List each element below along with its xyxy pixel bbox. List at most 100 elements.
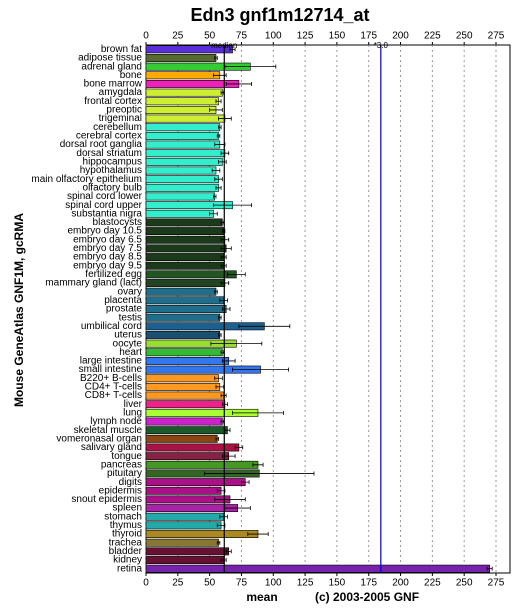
error-bar [216, 523, 226, 528]
category-label: bone [120, 70, 143, 81]
error-bar [219, 298, 228, 303]
credit: (c) 2003-2005 GNF [315, 590, 419, 604]
x-axis-label: mean [246, 590, 277, 604]
y-axis-label: Mouse GeneAtlas GNF1M, gcRMA [12, 213, 26, 407]
error-bar [220, 558, 227, 563]
x-tick-label: 50 [204, 578, 216, 589]
category-label: substantia nigra [71, 208, 142, 219]
error-bar [227, 272, 246, 277]
x-tick-label: 275 [488, 578, 505, 589]
bar [145, 331, 221, 339]
error-bar [221, 402, 228, 407]
bar [145, 209, 214, 218]
bar [145, 54, 217, 62]
error-bar [221, 307, 231, 311]
error-bar [220, 151, 230, 156]
bar [145, 443, 240, 452]
x-tick-label: 25 [172, 578, 184, 589]
error-bar [220, 237, 230, 242]
category-label: blastocysts [93, 217, 142, 228]
x-tick-label: 75 [236, 578, 248, 589]
error-bar [218, 315, 222, 320]
category-label: uterus [114, 330, 142, 341]
bar [145, 382, 221, 391]
error-bar [229, 47, 236, 52]
bar [145, 564, 490, 573]
bar [145, 287, 217, 296]
category-label: cerebral cortex [76, 131, 142, 142]
category-label: salivary gland [81, 442, 142, 453]
category-label: brown fat [101, 44, 142, 55]
category-label: vomeronasal organ [56, 433, 142, 444]
error-bar [216, 133, 221, 138]
x-tick-label: 175 [360, 31, 377, 42]
category-label: B220+ B-cells [80, 373, 142, 384]
bar [145, 253, 224, 262]
error-bar [214, 289, 218, 294]
category-label: spinal cord upper [65, 200, 142, 211]
category-label: lung [123, 408, 142, 419]
category-label: placenta [104, 295, 142, 306]
error-bar [232, 367, 289, 372]
bar [145, 131, 219, 140]
x-tick-label: 200 [392, 31, 409, 42]
bar [145, 305, 227, 313]
category-label: pancreas [101, 459, 142, 470]
bar [145, 261, 224, 270]
chart-title: Edn3 gnf1m12714_at [190, 5, 369, 25]
error-bar [224, 428, 231, 433]
bar [145, 123, 221, 132]
category-label: thymus [110, 520, 142, 531]
bar [145, 426, 228, 435]
bar [145, 486, 222, 495]
bar [145, 114, 226, 123]
bar [145, 244, 227, 253]
bar [145, 538, 219, 547]
bar [145, 452, 230, 461]
category-label: dorsal root ganglia [60, 139, 143, 150]
error-bar [215, 185, 222, 190]
category-label: tongue [111, 451, 142, 462]
bar [145, 88, 223, 97]
error-bar [219, 514, 228, 519]
category-label: digits [119, 477, 142, 488]
error-bar [224, 506, 251, 511]
error-bar [215, 99, 222, 104]
error-bar [220, 350, 225, 355]
error-bar [214, 497, 246, 502]
threshold-line-label: *3.0 [374, 41, 389, 50]
category-label: testis [119, 312, 142, 323]
bar [145, 547, 230, 556]
bar [145, 391, 224, 400]
category-label: pituitary [107, 468, 142, 479]
bar [145, 105, 217, 114]
error-bar [213, 203, 253, 208]
error-bar [234, 445, 244, 450]
category-label: CD8+ T-cells [85, 390, 142, 401]
category-label: stomach [104, 511, 142, 522]
category-label: embryo day 6.5 [73, 234, 142, 245]
error-bar [241, 480, 250, 485]
error-bar [214, 142, 226, 147]
category-label: bone marrow [84, 79, 143, 90]
category-label: fertilized egg [85, 269, 142, 280]
category-label: lymph node [90, 416, 142, 427]
bar [145, 175, 219, 184]
category-label: olfactory bulb [83, 182, 143, 193]
bar [145, 149, 226, 158]
x-tick-label: 0 [143, 578, 149, 589]
category-label: embryo day 9.5 [73, 260, 142, 271]
error-bar [224, 64, 277, 69]
category-label: prostate [106, 304, 143, 315]
x-tick-label: 100 [265, 578, 282, 589]
category-label: large intestine [80, 356, 143, 367]
error-bar [247, 532, 269, 537]
x-tick-label: 0 [143, 31, 149, 42]
error-bar [216, 488, 226, 493]
category-label: amygdala [99, 87, 143, 98]
category-label: small intestine [79, 364, 143, 375]
x-tick-label: 250 [456, 578, 473, 589]
category-label: spinal cord lower [67, 191, 143, 202]
x-tick-label: 250 [456, 31, 473, 42]
category-label: retina [117, 563, 142, 574]
